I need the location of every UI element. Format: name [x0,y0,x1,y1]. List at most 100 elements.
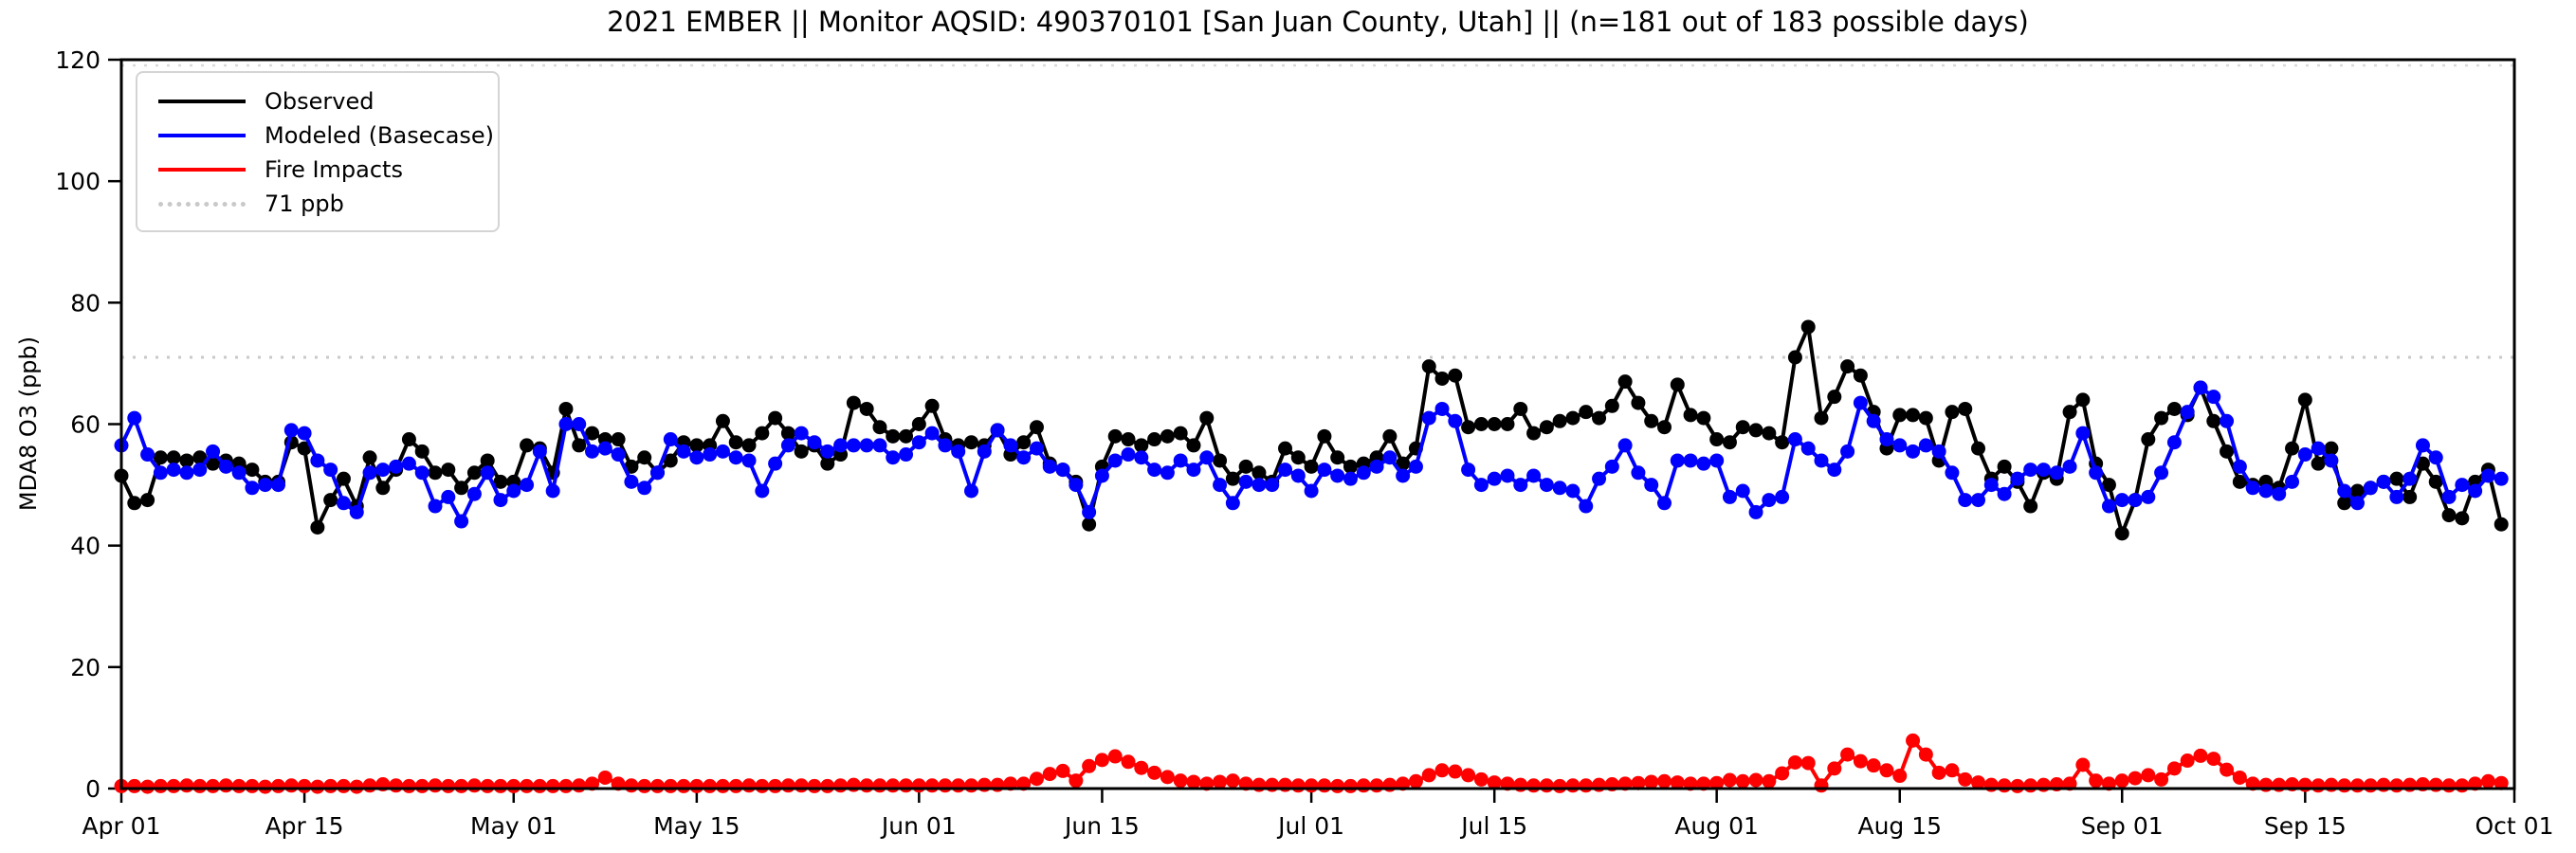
data-point [2180,405,2195,420]
data-point [1343,471,1358,486]
data-point [1317,463,1332,478]
data-point [2337,483,2352,499]
data-point [1213,453,1228,468]
data-point [1396,456,1411,471]
data-point [1094,753,1109,768]
legend-label: Fire Impacts [265,156,403,183]
data-point [741,438,757,453]
data-point [1683,408,1698,423]
y-tick-label: 80 [70,289,100,317]
data-point [2285,441,2300,456]
data-point [1434,763,1450,778]
data-point [1656,773,1672,789]
data-point [362,465,377,481]
data-point [1931,765,1946,780]
data-point [1160,770,1175,785]
data-point [715,444,730,459]
data-point [1683,453,1698,468]
data-point [192,778,208,793]
data-point [206,444,221,459]
data-point [1983,478,1999,493]
data-point [245,778,260,793]
data-point [1617,438,1633,453]
data-point [611,447,626,463]
data-point [231,778,247,793]
data-point [2075,426,2091,441]
data-point [833,438,849,453]
data-point [1330,778,1345,793]
data-point [1853,368,1868,383]
data-point [1762,493,1777,508]
x-tick-label: Oct 01 [2476,812,2554,840]
data-point [2141,768,2156,783]
data-point [283,423,299,438]
data-point [715,413,730,428]
data-point [310,779,325,794]
data-point [1500,417,1515,431]
data-point [820,444,835,459]
data-point [2220,413,2235,428]
data-point [336,496,351,511]
data-point [218,778,233,793]
data-point [466,778,482,793]
data-point [206,778,221,793]
modeled-line-swatch [158,134,246,137]
data-point [2206,413,2221,428]
data-point [1513,401,1528,416]
data-point [1330,468,1345,483]
data-point [1396,468,1411,483]
data-point [271,478,286,493]
data-point [833,778,849,793]
data-point [2101,499,2116,514]
data-point [297,426,312,441]
data-point [271,778,286,793]
x-tick-label: Jun 15 [1063,812,1140,840]
data-point [1579,778,1594,793]
data-point [1775,489,1790,504]
data-point [1971,441,1986,456]
data-point [166,450,181,465]
data-point [1997,778,2012,793]
data-point [689,450,704,465]
data-point [2337,778,2352,793]
y-tick-label: 100 [55,168,100,195]
data-point [2036,463,2051,478]
data-point [127,496,142,511]
data-point [1762,773,1777,789]
data-point [924,426,940,441]
data-point [2363,481,2378,496]
data-point [2272,486,2287,501]
data-point [1029,441,1044,456]
data-point [1473,478,1489,493]
data-point [480,465,495,481]
data-point [1251,478,1267,493]
data-point [480,453,495,468]
data-point [728,450,743,465]
data-point [389,459,404,474]
data-point [441,778,456,793]
data-point [820,778,835,793]
data-point [466,465,482,481]
data-point [1487,417,1502,431]
data-point [859,778,874,793]
data-point [1500,468,1515,483]
y-tick-label: 0 [85,775,100,803]
data-point [466,486,482,501]
data-point [1787,350,1802,365]
data-point [1421,410,1436,426]
data-point [728,435,743,450]
data-point [1473,771,1489,787]
data-point [649,465,665,481]
data-point [2154,771,2169,787]
legend-item-modeled: Modeled (Basecase) [158,118,498,153]
data-point [1735,773,1750,789]
data-point [283,778,299,793]
data-point [1775,766,1790,781]
data-point [624,778,639,793]
data-point [558,778,574,793]
data-point [1343,459,1358,474]
data-point [938,438,953,453]
data-point [911,435,926,450]
data-point [676,444,691,459]
data-point [741,778,757,793]
